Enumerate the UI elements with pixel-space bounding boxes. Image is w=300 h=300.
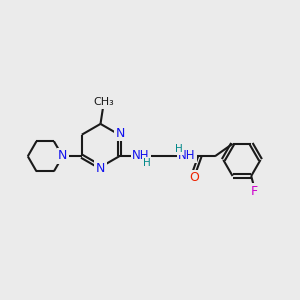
Text: CH₃: CH₃ (93, 97, 114, 107)
Text: N: N (96, 161, 105, 175)
Text: NH: NH (178, 148, 196, 162)
Text: O: O (189, 171, 199, 184)
Text: F: F (250, 184, 258, 197)
Text: H: H (143, 158, 151, 168)
Text: N: N (116, 127, 125, 140)
Text: N: N (58, 149, 67, 162)
Text: H: H (175, 143, 183, 154)
Text: NH: NH (132, 149, 150, 162)
